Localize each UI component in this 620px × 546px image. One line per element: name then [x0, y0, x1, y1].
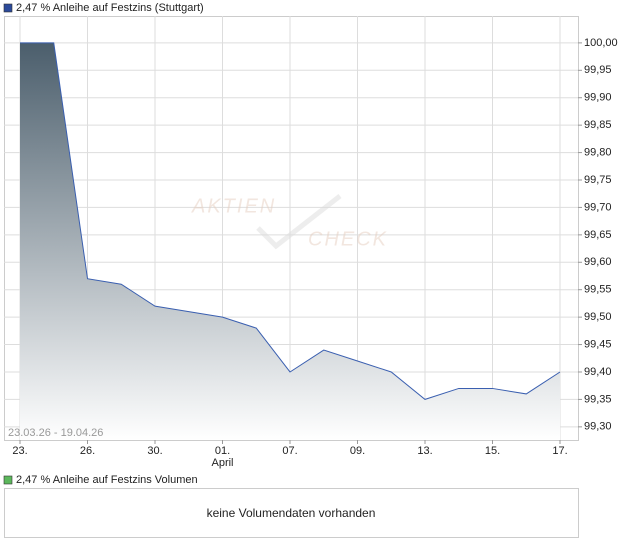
y-tick-label: 99,60: [584, 256, 612, 268]
date-range: 23.03.26 - 19.04.26: [8, 427, 103, 439]
area: [20, 42, 560, 440]
x-tick-label: 13.: [417, 445, 432, 457]
x-tick-label: 01.: [215, 445, 230, 457]
legend-swatch: [3, 475, 13, 485]
y-tick-label: 99,55: [584, 284, 612, 296]
series: [20, 42, 561, 440]
x-sublabel: April: [211, 457, 233, 469]
watermark-check: [256, 194, 342, 250]
volume-panel: [4, 488, 579, 538]
watermark-text: Aktien: [191, 195, 276, 217]
line: [20, 42, 561, 400]
watermark-text: Check: [308, 228, 388, 250]
legend-label: 2,47 % Anleihe auf Festzins Volumen: [16, 474, 198, 486]
x-tick-label: 17.: [552, 445, 567, 457]
legend-label: 2,47 % Anleihe auf Festzins (Stuttgart): [16, 2, 204, 14]
x-tick-label: 07.: [282, 445, 297, 457]
y-tick-label: 100,00: [584, 37, 618, 49]
legend-swatch: [3, 3, 13, 13]
x-tick-label: 09.: [350, 445, 365, 457]
y-tick-label: 99,65: [584, 229, 612, 241]
x-tick-label: 26.: [80, 445, 95, 457]
y-tick-label: 99,45: [584, 338, 612, 350]
x-tick-label: 30.: [147, 445, 162, 457]
y-tick-label: 99,40: [584, 366, 612, 378]
axes: 99,30 99,35 99,40 99,45 99,50 99,55 99,60 99,65…: [12, 37, 617, 469]
watermark: Aktien Check: [191, 194, 388, 250]
y-tick-label: 99,85: [584, 119, 612, 131]
x-tick-label: 15.: [485, 445, 500, 457]
y-tick-label: 99,50: [584, 311, 612, 323]
y-tick-label: 99,80: [584, 146, 612, 158]
volume-message: keine Volumendaten vorhanden: [207, 506, 376, 520]
y-tick-label: 99,30: [584, 421, 612, 433]
y-tick-label: 99,35: [584, 393, 612, 405]
y-tick-label: 99,70: [584, 201, 612, 213]
y-tick-label: 99,95: [584, 64, 612, 76]
y-tick-label: 99,90: [584, 92, 612, 104]
y-tick-label: 99,75: [584, 174, 612, 186]
x-tick-label: 23.: [12, 445, 27, 457]
